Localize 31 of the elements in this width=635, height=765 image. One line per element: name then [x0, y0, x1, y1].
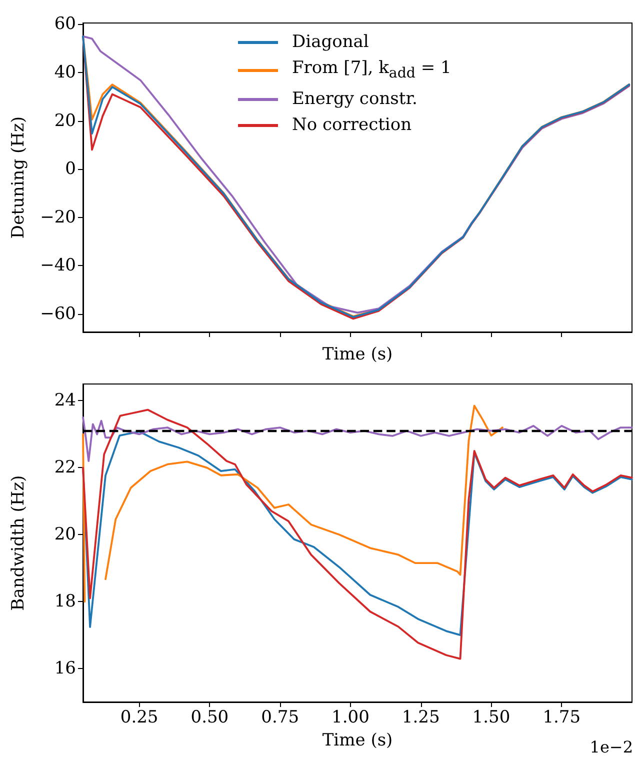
legend-label: From [7], k$_{add}$ = 1: [292, 57, 452, 84]
y-axis-title: Bandwidth (Hz): [8, 475, 28, 611]
x-axis-title: Time (s): [322, 344, 393, 364]
x-tick-label: 1.00: [332, 708, 370, 728]
x-tick-label: 1.50: [472, 708, 510, 728]
legend-label: No correction: [292, 114, 412, 138]
legend-label: Energy constr.: [292, 88, 418, 112]
y-tick-label: −40: [40, 256, 76, 276]
x-tick-label: 1.25: [402, 708, 440, 728]
line-series: [82, 408, 633, 660]
y-tick-label: 18: [54, 592, 76, 612]
x-tick-label: 0.50: [190, 708, 229, 728]
y-tick-label: 40: [54, 62, 76, 82]
y-tick-label: 0: [65, 159, 76, 180]
y-tick-label: 20: [54, 524, 76, 545]
x-tick-label: 0.25: [120, 708, 158, 728]
y-tick-label: 60: [54, 14, 76, 34]
line-series: [82, 430, 633, 636]
y-axis-title: Detuning (Hz): [8, 116, 28, 239]
x-tick-label: 1.75: [542, 708, 581, 728]
y-tick-label: 16: [54, 658, 76, 679]
y-tick-label: 24: [54, 390, 76, 411]
legend-label: Diagonal: [292, 31, 369, 54]
text: 1e−2: [590, 738, 633, 756]
y-tick-label: 22: [54, 458, 76, 478]
line-series: [82, 416, 633, 462]
y-tick-label: −20: [40, 207, 76, 228]
y-tick-label: 20: [54, 110, 76, 131]
x-axis-title: Time (s): [322, 730, 393, 750]
y-tick-label: −60: [40, 304, 76, 324]
x-tick-label: 0.75: [261, 708, 300, 728]
